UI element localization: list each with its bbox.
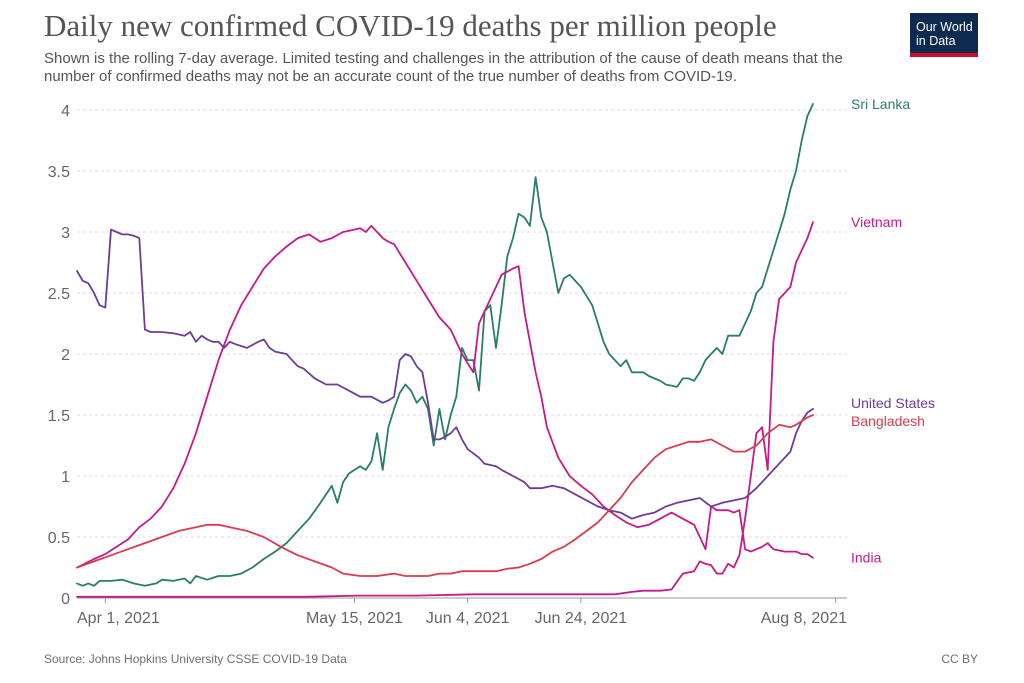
y-tick-label: 1 xyxy=(61,469,70,486)
series-label-bangladesh: Bangladesh xyxy=(851,413,925,429)
x-tick-label: Aug 8, 2021 xyxy=(761,610,847,627)
series-label-india: India xyxy=(851,550,882,566)
series-label-vietnam: Vietnam xyxy=(851,214,902,230)
series-line-vietnam xyxy=(76,221,814,598)
license-note[interactable]: CC BY xyxy=(941,652,978,666)
series-line-bangladesh xyxy=(76,414,814,577)
series-line-india xyxy=(76,225,814,569)
logo-line-2: in Data xyxy=(916,34,956,48)
x-tick-label: Jun 4, 2021 xyxy=(426,610,510,627)
y-tick-label: 2.5 xyxy=(48,286,70,303)
owid-logo[interactable]: Our World in Data xyxy=(910,13,978,57)
chart-title: Daily new confirmed COVID-19 deaths per … xyxy=(44,8,777,43)
x-tick-label: Apr 1, 2021 xyxy=(77,610,160,627)
y-tick-label: 4 xyxy=(61,103,70,120)
y-tick-label: 3 xyxy=(61,225,70,242)
series-label-sri-lanka: Sri Lanka xyxy=(851,96,910,112)
x-tick-label: May 15, 2021 xyxy=(306,610,403,627)
y-tick-label: 1.5 xyxy=(48,408,70,425)
series-label-united-states: United States xyxy=(851,395,935,411)
source-note[interactable]: Source: Johns Hopkins University CSSE CO… xyxy=(44,652,347,666)
logo-line-1: Our World xyxy=(916,20,973,34)
y-tick-label: 0 xyxy=(61,591,70,608)
y-tick-label: 2 xyxy=(61,347,70,364)
y-tick-label: 3.5 xyxy=(48,164,70,181)
y-tick-label: 0.5 xyxy=(48,530,70,547)
series-line-sri-lanka xyxy=(76,103,814,587)
chart-subtitle: Shown is the rolling 7-day average. Limi… xyxy=(44,50,843,85)
series-line-united-states xyxy=(76,228,814,520)
x-tick-label: Jun 24, 2021 xyxy=(535,610,628,627)
